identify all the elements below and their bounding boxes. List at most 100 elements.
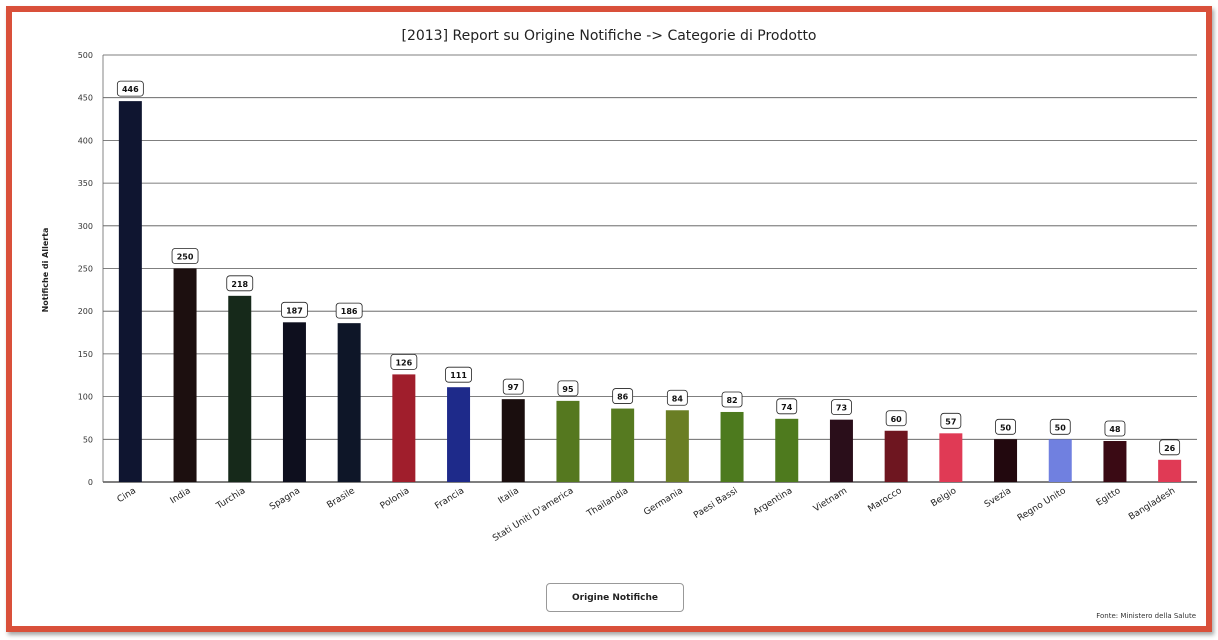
bar[interactable]: [447, 387, 471, 482]
data-label: 95: [562, 385, 574, 394]
data-label-box: [116, 80, 144, 97]
bar[interactable]: [118, 101, 142, 482]
bar[interactable]: [665, 410, 689, 482]
legend-label: Origine Notifiche: [572, 592, 658, 603]
data-label-box: [281, 301, 308, 318]
data-label: 86: [617, 393, 629, 402]
data-label: 187: [286, 306, 303, 315]
x-tick-label: Italia: [497, 486, 521, 506]
x-tick-label: Belgio: [929, 486, 958, 510]
x-tick-label: Spagna: [268, 486, 302, 512]
bar[interactable]: [720, 411, 744, 482]
data-label: 74: [781, 403, 793, 412]
data-label: 82: [726, 396, 737, 405]
x-tick-label: Francia: [433, 486, 466, 512]
y-tick-label: 50: [83, 435, 93, 444]
x-tick-label: India: [169, 486, 193, 506]
data-label-box: [666, 389, 688, 406]
y-tick-label: 450: [78, 94, 93, 103]
data-label-box: [721, 391, 743, 408]
bar[interactable]: [994, 439, 1018, 482]
grid-lines: [102, 54, 1197, 483]
data-label-box: [1104, 420, 1126, 437]
bar[interactable]: [1048, 439, 1072, 482]
data-label-box: [445, 366, 472, 383]
x-tick-label: Svezia: [983, 486, 1013, 510]
x-tick-label: Argentina: [752, 486, 795, 518]
bar[interactable]: [884, 430, 908, 482]
bar[interactable]: [1158, 459, 1182, 482]
data-label-box: [1159, 439, 1181, 456]
x-tick-label: Thailandia: [585, 486, 631, 520]
x-tick-label: Germania: [642, 486, 685, 518]
chart-title: [2013] Report su Origine Notifiche -> Ca…: [401, 28, 817, 44]
bar[interactable]: [228, 295, 252, 482]
x-axis-labels: Cina India Turchia Spagna Brasile Polonia Fran…: [116, 486, 1178, 544]
bar[interactable]: [611, 408, 635, 482]
data-label: 50: [1000, 423, 1012, 432]
legend[interactable]: Origine Notifiche: [546, 583, 684, 612]
source-note: Fonte: Ministero della Salute: [1096, 612, 1196, 620]
data-label: 186: [341, 307, 358, 316]
bar[interactable]: [829, 419, 853, 482]
data-label-box: [171, 248, 199, 264]
data-label: 218: [231, 280, 248, 289]
bar[interactable]: [939, 433, 963, 482]
y-tick-label: 100: [78, 393, 93, 402]
data-label-box: [995, 418, 1016, 435]
x-tick-label: Polonia: [379, 486, 412, 512]
data-label-box: [502, 378, 524, 395]
data-label: 97: [508, 383, 519, 392]
bar[interactable]: [556, 400, 580, 482]
data-label: 446: [122, 85, 139, 94]
x-tick-label: Paesi Bassi: [692, 486, 739, 521]
data-label: 84: [672, 394, 684, 403]
data-label: 26: [1164, 444, 1176, 453]
y-tick-label: 250: [78, 265, 93, 274]
data-label: 73: [836, 404, 847, 413]
y-tick-label: 150: [78, 350, 93, 359]
data-label: 250: [177, 253, 194, 262]
data-label-box: [612, 388, 634, 404]
data-label-box: [557, 380, 579, 397]
chart-frame: [6, 6, 1212, 632]
data-label: 111: [450, 371, 467, 380]
bars: [118, 101, 1182, 483]
data-label-box: [390, 353, 418, 370]
bar[interactable]: [173, 268, 197, 483]
data-labels: 446 250 218 187 186 126 111 97 95 86 84 82 74 73 60 57 5…: [116, 80, 1181, 456]
data-label-box: [885, 410, 907, 427]
x-tick-label: Bangladesh: [1127, 486, 1177, 522]
x-tick-label: Marocco: [866, 486, 904, 515]
data-label: 48: [1109, 425, 1121, 434]
y-tick-label: 300: [78, 222, 93, 231]
x-tick-label: Vietnam: [812, 486, 849, 514]
x-tick-label: Brasile: [325, 486, 357, 511]
x-tick-label: Regno Unito: [1016, 486, 1068, 524]
data-label-box: [335, 302, 363, 319]
x-tick-label: Egitto: [1095, 486, 1123, 509]
data-label-box: [226, 275, 254, 292]
bar[interactable]: [501, 399, 525, 482]
data-label: 60: [891, 415, 903, 424]
data-label-box: [940, 412, 962, 429]
bar[interactable]: [392, 374, 416, 482]
bar[interactable]: [775, 418, 799, 482]
y-tick-label: 400: [78, 136, 93, 145]
y-tick-label: 500: [78, 51, 93, 60]
y-axis-ticks: 0 50 100 150 200 250 300 350 400 450 500: [78, 51, 93, 487]
data-label: 57: [945, 417, 956, 426]
y-tick-label: 350: [78, 179, 93, 188]
data-label-box: [776, 398, 798, 415]
x-tick-label: Turchia: [214, 486, 247, 512]
data-label-box: [831, 399, 852, 416]
data-label-box: [1049, 418, 1071, 435]
x-tick-label: Cina: [116, 486, 138, 505]
y-tick-label: 200: [78, 307, 93, 316]
data-label: 126: [395, 358, 412, 367]
bar[interactable]: [282, 322, 306, 482]
bar[interactable]: [1103, 441, 1127, 482]
y-tick-label: 0: [88, 478, 93, 487]
bar[interactable]: [337, 323, 361, 482]
